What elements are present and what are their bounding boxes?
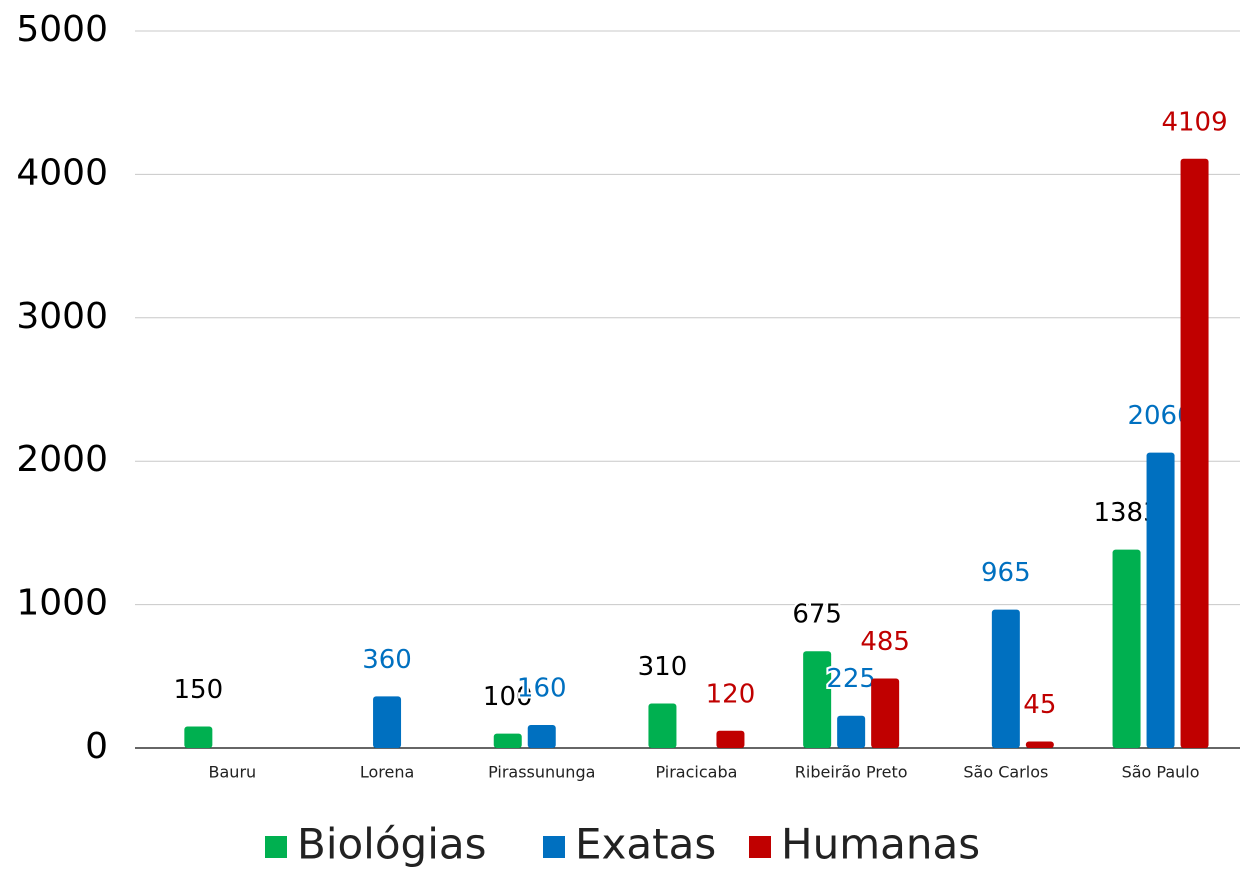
bar — [527, 725, 556, 748]
legend-label: Humanas — [781, 820, 980, 869]
data-label: 100 — [483, 682, 533, 712]
bar — [803, 651, 832, 748]
bar — [1146, 452, 1175, 748]
legend-label: Biológias — [297, 820, 487, 869]
bar — [871, 678, 900, 748]
x-tick-label: Lorena — [360, 763, 414, 782]
y-tick-label: 2000 — [16, 439, 108, 480]
x-tick-label: São Paulo — [1122, 763, 1200, 782]
bar — [373, 696, 402, 748]
bar — [837, 715, 866, 748]
data-label: 160 — [517, 674, 567, 704]
bar — [493, 733, 522, 748]
y-tick-label: 1000 — [16, 583, 108, 624]
bar — [1180, 158, 1209, 748]
y-tick-label: 5000 — [16, 9, 108, 50]
x-tick-label: São Carlos — [963, 763, 1048, 782]
data-label: 360 — [362, 645, 412, 675]
legend-swatch — [749, 836, 771, 858]
x-tick-label: Bauru — [209, 763, 257, 782]
y-tick-label: 0 — [85, 726, 108, 767]
data-label: 225 — [826, 664, 876, 694]
data-label: 485 — [860, 627, 910, 657]
bar — [1112, 549, 1141, 748]
legend-label: Exatas — [575, 820, 716, 869]
x-tick-label: Pirassununga — [488, 763, 595, 782]
bar — [184, 726, 213, 748]
bar — [991, 609, 1020, 748]
x-tick-label: Ribeirão Preto — [795, 763, 908, 782]
legend-swatch — [265, 836, 287, 858]
bar — [716, 730, 745, 748]
x-tick-label: Piracicaba — [655, 763, 737, 782]
data-label: 675 — [792, 600, 842, 630]
data-label: 45 — [1023, 690, 1056, 720]
data-label: 965 — [981, 558, 1031, 588]
data-label: 120 — [706, 679, 756, 709]
bar — [648, 703, 677, 748]
y-tick-label: 4000 — [16, 152, 108, 193]
y-tick-label: 3000 — [16, 296, 108, 337]
data-label: 150 — [174, 675, 224, 705]
data-label: 310 — [638, 652, 688, 682]
legend-swatch — [543, 836, 565, 858]
bar — [1025, 741, 1054, 748]
data-label: 4109 — [1161, 107, 1227, 137]
